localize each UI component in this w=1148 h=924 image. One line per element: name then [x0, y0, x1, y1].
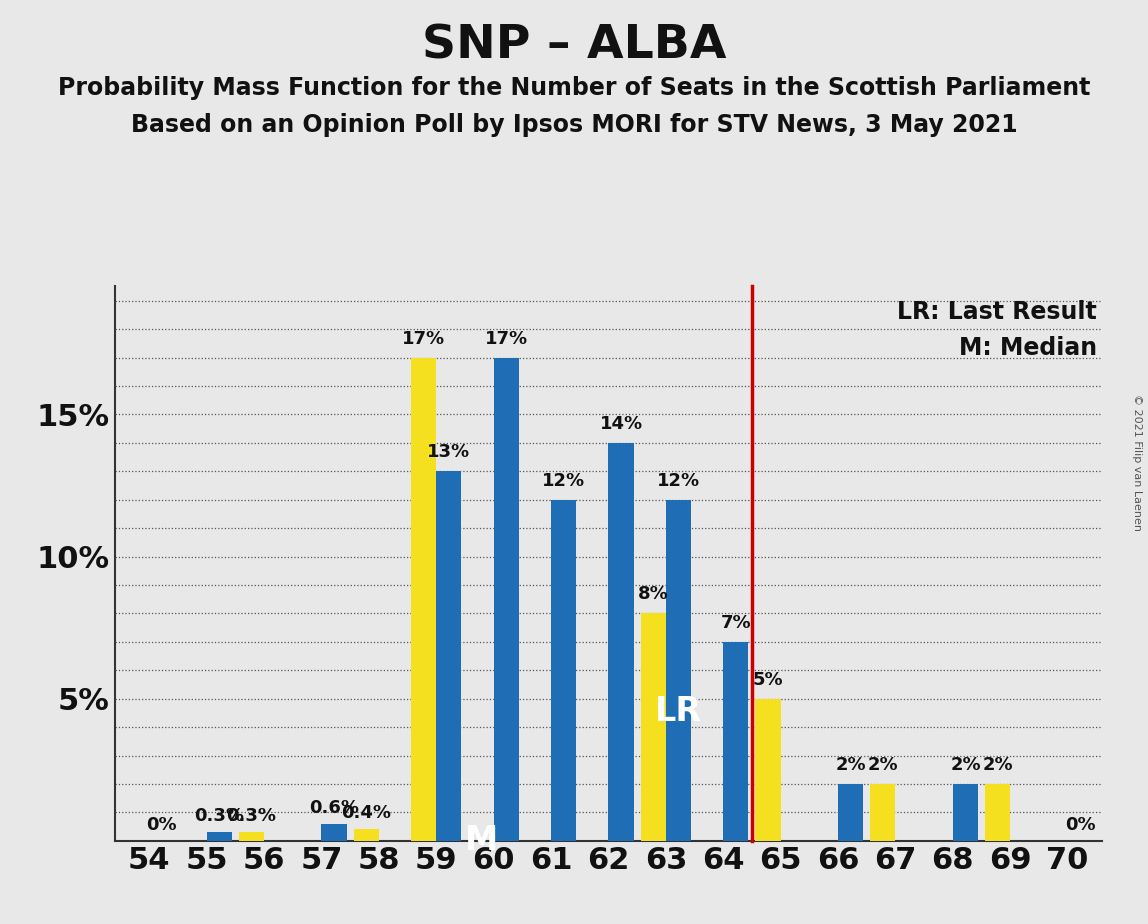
Text: 13%: 13%: [427, 444, 471, 461]
Text: M: M: [465, 824, 497, 857]
Text: LR: Last Result: LR: Last Result: [898, 300, 1097, 324]
Bar: [755, 699, 781, 841]
Text: 2%: 2%: [951, 756, 980, 774]
Text: 0%: 0%: [1065, 816, 1095, 833]
Text: 17%: 17%: [484, 330, 528, 347]
Bar: [551, 500, 576, 841]
Bar: [436, 471, 461, 841]
Bar: [953, 784, 978, 841]
Text: Based on an Opinion Poll by Ipsos MORI for STV News, 3 May 2021: Based on an Opinion Poll by Ipsos MORI f…: [131, 113, 1017, 137]
Text: 2%: 2%: [868, 756, 898, 774]
Text: 12%: 12%: [542, 472, 585, 490]
Bar: [321, 824, 347, 841]
Bar: [239, 833, 264, 841]
Text: 14%: 14%: [599, 415, 643, 432]
Text: 0%: 0%: [147, 816, 177, 833]
Text: 7%: 7%: [721, 614, 751, 632]
Bar: [411, 358, 436, 841]
Bar: [723, 642, 748, 841]
Text: LR: LR: [654, 695, 703, 728]
Text: Probability Mass Function for the Number of Seats in the Scottish Parliament: Probability Mass Function for the Number…: [57, 76, 1091, 100]
Text: 0.3%: 0.3%: [194, 808, 245, 825]
Bar: [985, 784, 1010, 841]
Text: 5%: 5%: [753, 671, 783, 688]
Bar: [494, 358, 519, 841]
Text: 0.3%: 0.3%: [226, 808, 277, 825]
Bar: [608, 443, 634, 841]
Text: 12%: 12%: [657, 472, 700, 490]
Bar: [838, 784, 863, 841]
Text: SNP – ALBA: SNP – ALBA: [421, 23, 727, 68]
Text: 2%: 2%: [983, 756, 1013, 774]
Bar: [666, 500, 691, 841]
Text: © 2021 Filip van Laenen: © 2021 Filip van Laenen: [1132, 394, 1142, 530]
Text: M: Median: M: Median: [959, 336, 1097, 360]
Text: 2%: 2%: [836, 756, 866, 774]
Text: 8%: 8%: [638, 586, 668, 603]
Bar: [641, 614, 666, 841]
Bar: [207, 833, 232, 841]
Text: 0.4%: 0.4%: [341, 805, 391, 822]
Text: 17%: 17%: [402, 330, 445, 347]
Bar: [870, 784, 895, 841]
Text: 0.6%: 0.6%: [309, 798, 359, 817]
Bar: [354, 830, 379, 841]
